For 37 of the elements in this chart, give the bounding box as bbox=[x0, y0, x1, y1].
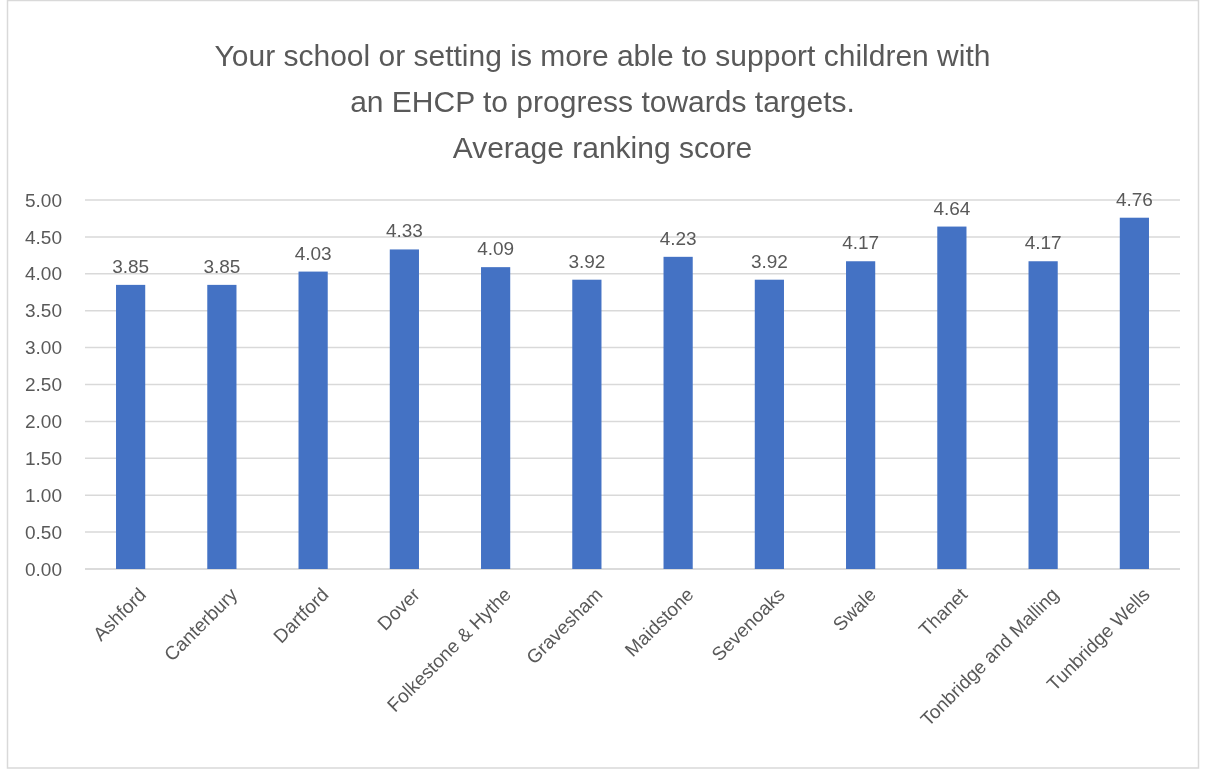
y-tick-label: 2.00 bbox=[25, 411, 62, 433]
data-label: 4.33 bbox=[385, 220, 423, 242]
data-label: 4.17 bbox=[842, 232, 880, 254]
data-label: 3.92 bbox=[750, 250, 788, 272]
y-tick-label: 3.00 bbox=[25, 337, 62, 359]
y-tick-label: 0.00 bbox=[25, 558, 62, 580]
data-label: 4.64 bbox=[933, 197, 971, 219]
data-label: 3.92 bbox=[568, 250, 606, 272]
y-tick-label: 1.00 bbox=[25, 484, 62, 506]
data-label: 4.23 bbox=[659, 227, 697, 249]
bar bbox=[481, 267, 511, 569]
y-tick-label: 3.50 bbox=[25, 300, 62, 322]
bar bbox=[937, 226, 967, 569]
bar bbox=[389, 249, 419, 569]
y-tick-label: 2.50 bbox=[25, 374, 62, 396]
y-tick-label: 4.00 bbox=[25, 263, 62, 285]
bar bbox=[116, 284, 146, 569]
bar bbox=[663, 256, 693, 569]
chart-title: Your school or setting is more able to support children with an EHCP to progress towards targets. bbox=[214, 39, 991, 118]
bar bbox=[1028, 261, 1058, 569]
y-tick-label: 0.50 bbox=[25, 521, 62, 543]
y-tick-label: 5.00 bbox=[25, 189, 62, 211]
bar bbox=[298, 271, 328, 569]
data-label: 4.09 bbox=[477, 238, 515, 260]
chart-subtitle: Average ranking score bbox=[452, 131, 753, 164]
bar bbox=[754, 279, 784, 569]
y-tick-label: 4.50 bbox=[25, 226, 62, 248]
bar bbox=[572, 279, 602, 569]
data-label: 3.85 bbox=[112, 255, 150, 277]
y-tick-label: 1.50 bbox=[25, 447, 62, 469]
data-label: 3.85 bbox=[203, 255, 241, 277]
bar bbox=[1119, 217, 1149, 569]
bar bbox=[846, 261, 876, 569]
bar bbox=[207, 284, 237, 569]
data-label: 4.76 bbox=[1115, 188, 1153, 210]
data-label: 4.17 bbox=[1024, 232, 1062, 254]
data-label: 4.03 bbox=[294, 242, 332, 264]
